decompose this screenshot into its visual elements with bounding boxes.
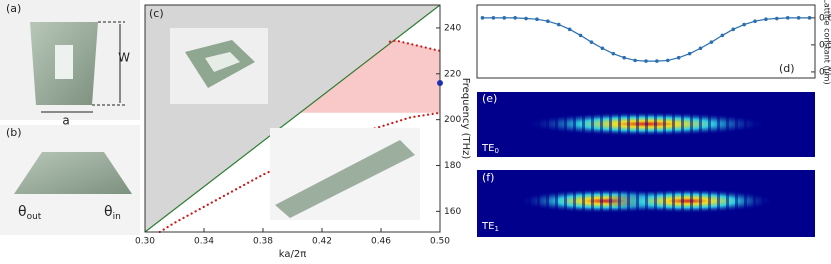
marker [786, 16, 790, 20]
photo-b: (b) θout θin [0, 125, 140, 235]
marker [753, 19, 757, 23]
marker [808, 16, 812, 20]
field-f: (f) TE1 [477, 170, 815, 237]
marker [721, 34, 725, 38]
y-tick-label: 240 [444, 23, 461, 33]
lobes [510, 188, 780, 216]
y-tick-label: 220 [444, 69, 461, 79]
marker [688, 52, 692, 56]
panel-label: (a) [6, 2, 21, 15]
marker [601, 46, 605, 50]
marker [710, 40, 714, 44]
y-axis-label: Frequency (THz) [460, 78, 471, 160]
x-axis-label: ka/2π [279, 249, 307, 260]
dispersion-chart: 160 180 200 220 240 0.30 0.34 0.38 0.42 0.46 0.50 k… [135, 5, 471, 260]
x-tick-label: 0.38 [253, 237, 273, 247]
x-tick-label: 0.50 [430, 237, 450, 247]
marker [797, 16, 801, 20]
marker [677, 56, 681, 60]
hole [55, 45, 73, 79]
field-e: (e) TE0 [477, 92, 815, 157]
panel-label: (d) [779, 62, 795, 75]
marker [535, 17, 539, 21]
marker [775, 17, 779, 21]
plot-area [477, 5, 815, 78]
x-tick-label: 0.30 [135, 237, 155, 247]
x-tick-label: 0.46 [371, 237, 391, 247]
y-tick-label: 200 [444, 115, 461, 125]
marker [731, 28, 735, 32]
marker [699, 46, 703, 50]
marker [557, 23, 561, 27]
y-tick-label: 160 [444, 207, 461, 217]
dim-label: W [118, 51, 130, 65]
marker [579, 34, 583, 38]
marker [611, 52, 615, 56]
marker [633, 59, 637, 63]
marker [666, 59, 670, 63]
panel-label: (e) [482, 92, 497, 105]
marker [502, 16, 506, 20]
marker [590, 40, 594, 44]
lattice-chart: 0.520.560.60Lattice constant (μm)(d) [477, 0, 831, 85]
x-tick-label: 0.42 [312, 237, 332, 247]
photo-a: (a) W a [0, 0, 140, 128]
lobes [520, 110, 770, 138]
marker [568, 28, 572, 32]
marker [764, 17, 768, 21]
marker [524, 17, 528, 21]
marker [655, 59, 659, 63]
panel-label: (c) [149, 7, 164, 20]
marker [742, 23, 746, 27]
marker [644, 59, 648, 63]
marker [513, 16, 517, 20]
x-tick-label: 0.34 [194, 237, 214, 247]
marker [622, 56, 626, 60]
panel-label: (f) [482, 171, 494, 184]
marker [546, 19, 550, 23]
marker [481, 16, 485, 20]
marker [492, 16, 496, 20]
y-axis-label: Lattice constant (μm) [823, 0, 831, 85]
y-tick-label: 180 [444, 161, 461, 171]
panel-label: (b) [6, 126, 22, 139]
